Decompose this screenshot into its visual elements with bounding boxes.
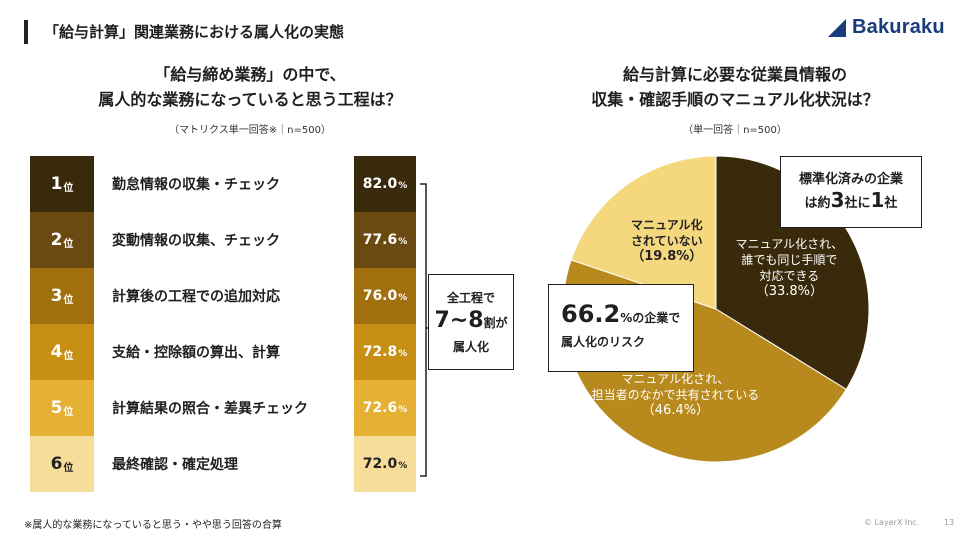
left-question-note: （マトリクス単一回答※｜n=500） [169, 125, 331, 136]
left-title-line-1: 「給与締め業務」の中で、 [154, 65, 346, 84]
rank-category-label: 勤怠情報の収集・チェック [94, 156, 354, 212]
rank-value-cell: 77.6% [354, 212, 416, 268]
callout-top-mid: 社に [844, 195, 871, 211]
copyright: © LayerX Inc. [864, 518, 920, 527]
header-accent-bar [24, 20, 28, 44]
pie-slice-label-line: マニュアル化され、 [735, 236, 844, 251]
pie-slice-label: マニュアル化され、 誰でも同じ手順で 対応できる （33.8%） [735, 236, 843, 300]
callout-top-pre: は約 [804, 195, 831, 211]
summary-main-tail: が [495, 316, 508, 330]
pie-slice-label-line: されていない [630, 233, 703, 248]
rank-value-cell: 72.8% [354, 324, 416, 380]
rank-row: 3 位計算後の工程での追加対応 76.0% [30, 268, 416, 324]
callout-risk-line-1: 66.2%の企業で [561, 299, 693, 333]
right-title-line-1: 給与計算に必要な従業員情報の [622, 65, 847, 84]
rank-value: 76.0 [362, 288, 398, 304]
rank-number: 2 [50, 230, 63, 250]
pie-slice-label-line: マニュアル化され、 [621, 371, 730, 386]
rank-value-cell: 82.0% [354, 156, 416, 212]
rank-row: 5 位計算結果の照合・差異チェック 72.6% [30, 380, 416, 436]
summary-main-unit: 割 [483, 316, 496, 330]
callout-risk-number: 66.2 [561, 300, 621, 328]
summary-line-3: 属人化 [452, 340, 489, 354]
rank-value-unit: % [398, 404, 408, 415]
left-question-title: 「給与締め業務」の中で、 属人的な業務になっていると思う工程は？ [30, 62, 470, 112]
rank-row: 1 位勤怠情報の収集・チェック 82.0% [30, 156, 416, 212]
rank-suffix: 位 [63, 183, 74, 194]
pie-slice-value: （33.8%） [755, 283, 824, 299]
pie-slice-label-line: マニュアル化 [630, 217, 703, 232]
bakuraku-logo-icon [828, 18, 846, 37]
rank-value: 82.0 [362, 176, 398, 192]
callout-risk-unit: %の企業で [620, 311, 681, 325]
rank-value-unit: % [398, 180, 408, 191]
rank-number: 3 [50, 286, 63, 306]
brand-logo: Bakuraku [826, 16, 945, 39]
rank-suffix: 位 [63, 239, 74, 250]
rank-value-unit: % [398, 460, 408, 471]
callout-top-line-1: 標準化済みの企業 [798, 171, 903, 187]
rank-row: 6 位最終確認・確定処理 72.0% [30, 436, 416, 492]
rank-category-label: 変動情報の収集、チェック [94, 212, 354, 268]
callout-risk: 66.2%の企業で 属人化のリスク [548, 284, 694, 372]
callout-top-num1: 3 [830, 187, 845, 212]
rank-number: 5 [50, 398, 63, 418]
summary-box: 全工程で 7~8割が 属人化 [428, 274, 514, 370]
pie-slice-value: （46.4%） [641, 402, 710, 418]
rank-row: 2 位変動情報の収集、チェック 77.6% [30, 212, 416, 268]
right-question-note: （単一回答｜n=500） [683, 125, 787, 136]
left-title-line-2: 属人的な業務になっていると思う工程は？ [98, 90, 402, 109]
callout-top-num2: 1 [870, 187, 885, 212]
right-question-title: 給与計算に必要な従業員情報の 収集・確認手順のマニュアル化状況は？ [530, 62, 940, 112]
page-number: 13 [944, 518, 955, 527]
rank-value-unit: % [398, 292, 408, 303]
rank-value: 72.8 [362, 344, 398, 360]
rank-value: 77.6 [362, 232, 398, 248]
rank-number: 1 [50, 174, 63, 194]
pie-slice-label-line: 担当者のなかで共有されている [591, 387, 760, 402]
rank-suffix: 位 [63, 295, 74, 306]
rank-suffix: 位 [63, 407, 74, 418]
rank-number: 6 [50, 454, 63, 474]
summary-main-number: 7~8 [434, 308, 484, 333]
rank-category-label: 計算後の工程での追加対応 [94, 268, 354, 324]
rank-value: 72.0 [362, 456, 398, 472]
rank-value: 72.6 [362, 400, 398, 416]
rank-value-cell: 72.0% [354, 436, 416, 492]
callout-risk-line-2: 属人化のリスク [561, 335, 646, 349]
pie-slice-label: マニュアル化され、 担当者のなかで共有されている （46.4%） [592, 371, 760, 419]
pie-slice [570, 156, 717, 310]
callout-top-post: 社 [884, 195, 898, 211]
rank-value-unit: % [398, 236, 408, 247]
right-title-line-2: 収集・確認手順のマニュアル化状況は？ [591, 90, 879, 109]
pie-slice-value: （19.8%） [631, 248, 703, 264]
rank-suffix: 位 [63, 351, 74, 362]
callout-standardized: 標準化済みの企業 は約3社に1社 [780, 156, 922, 228]
brand-name: Bakuraku [852, 16, 945, 38]
rank-value-cell: 76.0% [354, 268, 416, 324]
rank-row: 4 位支給・控除額の算出、計算 72.8% [30, 324, 416, 380]
callout-top-line-2: は約3社に1社 [805, 187, 898, 217]
summary-main: 7~8割が [434, 306, 507, 338]
rank-value-cell: 72.6% [354, 380, 416, 436]
rank-suffix: 位 [63, 463, 74, 474]
rank-number: 4 [50, 342, 63, 362]
rank-value-unit: % [398, 348, 408, 359]
pie-slice-label: マニュアル化 されていない （19.8%） [631, 217, 703, 265]
pie-slice-label-line: 誰でも同じ手順で [741, 252, 838, 267]
rank-category-label: 最終確認・確定処理 [94, 436, 354, 492]
rank-category-label: 計算結果の照合・差異チェック [94, 380, 354, 436]
page-title: 「給与計算」関連業務における属人化の実態 [44, 23, 345, 41]
footnote: ※属人的な業務になっていると思う・やや思う回答の合算 [24, 520, 282, 531]
pie-slice-label-line: 対応できる [759, 268, 820, 283]
summary-line-1: 全工程で [446, 291, 495, 305]
rank-category-label: 支給・控除額の算出、計算 [94, 324, 354, 380]
